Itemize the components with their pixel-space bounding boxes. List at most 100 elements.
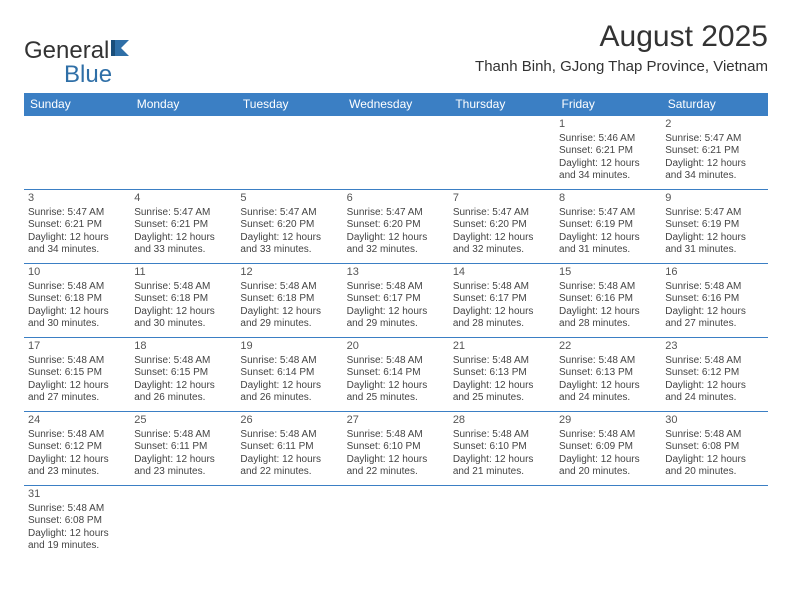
daylight-line: Daylight: 12 hours and 24 minutes. bbox=[559, 380, 657, 405]
sunset-line: Sunset: 6:13 PM bbox=[559, 367, 657, 380]
day-number: 18 bbox=[134, 340, 232, 354]
sunset-line: Sunset: 6:11 PM bbox=[240, 441, 338, 454]
sunrise-line: Sunrise: 5:48 AM bbox=[453, 429, 551, 442]
daylight-line: Daylight: 12 hours and 32 minutes. bbox=[347, 232, 445, 257]
calendar-empty-cell bbox=[555, 486, 661, 560]
sunrise-line: Sunrise: 5:48 AM bbox=[453, 281, 551, 294]
day-number: 3 bbox=[28, 192, 126, 206]
sunrise-line: Sunrise: 5:48 AM bbox=[240, 281, 338, 294]
sunrise-line: Sunrise: 5:48 AM bbox=[665, 355, 763, 368]
calendar-day-cell: 5Sunrise: 5:47 AMSunset: 6:20 PMDaylight… bbox=[236, 190, 342, 264]
daylight-line: Daylight: 12 hours and 34 minutes. bbox=[28, 232, 126, 257]
sunrise-line: Sunrise: 5:47 AM bbox=[240, 207, 338, 220]
sunset-line: Sunset: 6:11 PM bbox=[134, 441, 232, 454]
sunrise-line: Sunrise: 5:48 AM bbox=[134, 281, 232, 294]
day-number: 6 bbox=[347, 192, 445, 206]
daylight-line: Daylight: 12 hours and 33 minutes. bbox=[134, 232, 232, 257]
calendar-week-row: 17Sunrise: 5:48 AMSunset: 6:15 PMDayligh… bbox=[24, 338, 768, 412]
weekday-header: Tuesday bbox=[236, 93, 342, 116]
sunset-line: Sunset: 6:18 PM bbox=[240, 293, 338, 306]
sunset-line: Sunset: 6:13 PM bbox=[453, 367, 551, 380]
day-number: 16 bbox=[665, 266, 763, 280]
weekday-header: Monday bbox=[130, 93, 236, 116]
sunrise-line: Sunrise: 5:46 AM bbox=[559, 133, 657, 146]
calendar-day-cell: 12Sunrise: 5:48 AMSunset: 6:18 PMDayligh… bbox=[236, 264, 342, 338]
daylight-line: Daylight: 12 hours and 25 minutes. bbox=[453, 380, 551, 405]
day-number: 28 bbox=[453, 414, 551, 428]
sunset-line: Sunset: 6:12 PM bbox=[665, 367, 763, 380]
calendar-day-cell: 24Sunrise: 5:48 AMSunset: 6:12 PMDayligh… bbox=[24, 412, 130, 486]
day-number: 9 bbox=[665, 192, 763, 206]
sunrise-line: Sunrise: 5:48 AM bbox=[347, 281, 445, 294]
sunset-line: Sunset: 6:21 PM bbox=[559, 145, 657, 158]
daylight-line: Daylight: 12 hours and 22 minutes. bbox=[347, 454, 445, 479]
calendar-day-cell: 10Sunrise: 5:48 AMSunset: 6:18 PMDayligh… bbox=[24, 264, 130, 338]
sunset-line: Sunset: 6:15 PM bbox=[28, 367, 126, 380]
day-number: 15 bbox=[559, 266, 657, 280]
daylight-line: Daylight: 12 hours and 27 minutes. bbox=[665, 306, 763, 331]
daylight-line: Daylight: 12 hours and 29 minutes. bbox=[240, 306, 338, 331]
sunrise-line: Sunrise: 5:48 AM bbox=[559, 429, 657, 442]
daylight-line: Daylight: 12 hours and 31 minutes. bbox=[665, 232, 763, 257]
calendar-day-cell: 13Sunrise: 5:48 AMSunset: 6:17 PMDayligh… bbox=[343, 264, 449, 338]
calendar-day-cell: 2Sunrise: 5:47 AMSunset: 6:21 PMDaylight… bbox=[661, 116, 767, 190]
day-number: 8 bbox=[559, 192, 657, 206]
sunrise-line: Sunrise: 5:48 AM bbox=[240, 355, 338, 368]
calendar-empty-cell bbox=[449, 116, 555, 190]
brand-name: General Blue bbox=[24, 38, 137, 87]
sunrise-line: Sunrise: 5:48 AM bbox=[28, 503, 126, 516]
sunset-line: Sunset: 6:17 PM bbox=[453, 293, 551, 306]
sunrise-line: Sunrise: 5:47 AM bbox=[453, 207, 551, 220]
day-number: 11 bbox=[134, 266, 232, 280]
sunrise-line: Sunrise: 5:48 AM bbox=[453, 355, 551, 368]
daylight-line: Daylight: 12 hours and 23 minutes. bbox=[134, 454, 232, 479]
sunset-line: Sunset: 6:10 PM bbox=[347, 441, 445, 454]
daylight-line: Daylight: 12 hours and 21 minutes. bbox=[453, 454, 551, 479]
calendar-empty-cell bbox=[449, 486, 555, 560]
sunrise-line: Sunrise: 5:47 AM bbox=[28, 207, 126, 220]
sunrise-line: Sunrise: 5:48 AM bbox=[134, 429, 232, 442]
calendar-day-cell: 30Sunrise: 5:48 AMSunset: 6:08 PMDayligh… bbox=[661, 412, 767, 486]
sunrise-line: Sunrise: 5:48 AM bbox=[665, 281, 763, 294]
sunset-line: Sunset: 6:21 PM bbox=[134, 219, 232, 232]
day-number: 23 bbox=[665, 340, 763, 354]
day-number: 31 bbox=[28, 488, 126, 502]
calendar-day-cell: 14Sunrise: 5:48 AMSunset: 6:17 PMDayligh… bbox=[449, 264, 555, 338]
calendar-day-cell: 3Sunrise: 5:47 AMSunset: 6:21 PMDaylight… bbox=[24, 190, 130, 264]
calendar-day-cell: 6Sunrise: 5:47 AMSunset: 6:20 PMDaylight… bbox=[343, 190, 449, 264]
daylight-line: Daylight: 12 hours and 34 minutes. bbox=[665, 158, 763, 183]
calendar-week-row: 3Sunrise: 5:47 AMSunset: 6:21 PMDaylight… bbox=[24, 190, 768, 264]
title-block: August 2025 Thanh Binh, GJong Thap Provi… bbox=[475, 20, 768, 75]
calendar-day-cell: 8Sunrise: 5:47 AMSunset: 6:19 PMDaylight… bbox=[555, 190, 661, 264]
calendar-day-cell: 7Sunrise: 5:47 AMSunset: 6:20 PMDaylight… bbox=[449, 190, 555, 264]
day-number: 27 bbox=[347, 414, 445, 428]
sunset-line: Sunset: 6:18 PM bbox=[28, 293, 126, 306]
calendar-empty-cell bbox=[236, 116, 342, 190]
calendar-empty-cell bbox=[130, 486, 236, 560]
sunrise-line: Sunrise: 5:47 AM bbox=[134, 207, 232, 220]
weekday-header: Thursday bbox=[449, 93, 555, 116]
sunset-line: Sunset: 6:20 PM bbox=[347, 219, 445, 232]
calendar-day-cell: 17Sunrise: 5:48 AMSunset: 6:15 PMDayligh… bbox=[24, 338, 130, 412]
calendar-day-cell: 25Sunrise: 5:48 AMSunset: 6:11 PMDayligh… bbox=[130, 412, 236, 486]
sunset-line: Sunset: 6:15 PM bbox=[134, 367, 232, 380]
calendar-day-cell: 27Sunrise: 5:48 AMSunset: 6:10 PMDayligh… bbox=[343, 412, 449, 486]
daylight-line: Daylight: 12 hours and 28 minutes. bbox=[453, 306, 551, 331]
day-number: 13 bbox=[347, 266, 445, 280]
calendar-day-cell: 29Sunrise: 5:48 AMSunset: 6:09 PMDayligh… bbox=[555, 412, 661, 486]
day-number: 1 bbox=[559, 118, 657, 132]
sunset-line: Sunset: 6:21 PM bbox=[665, 145, 763, 158]
daylight-line: Daylight: 12 hours and 30 minutes. bbox=[28, 306, 126, 331]
sunset-line: Sunset: 6:17 PM bbox=[347, 293, 445, 306]
daylight-line: Daylight: 12 hours and 26 minutes. bbox=[240, 380, 338, 405]
day-number: 25 bbox=[134, 414, 232, 428]
sunset-line: Sunset: 6:20 PM bbox=[453, 219, 551, 232]
brand-logo: General Blue bbox=[24, 38, 137, 87]
daylight-line: Daylight: 12 hours and 27 minutes. bbox=[28, 380, 126, 405]
calendar-day-cell: 4Sunrise: 5:47 AMSunset: 6:21 PMDaylight… bbox=[130, 190, 236, 264]
day-number: 30 bbox=[665, 414, 763, 428]
sunrise-line: Sunrise: 5:48 AM bbox=[559, 281, 657, 294]
daylight-line: Daylight: 12 hours and 26 minutes. bbox=[134, 380, 232, 405]
calendar-day-cell: 26Sunrise: 5:48 AMSunset: 6:11 PMDayligh… bbox=[236, 412, 342, 486]
calendar-empty-cell bbox=[343, 486, 449, 560]
